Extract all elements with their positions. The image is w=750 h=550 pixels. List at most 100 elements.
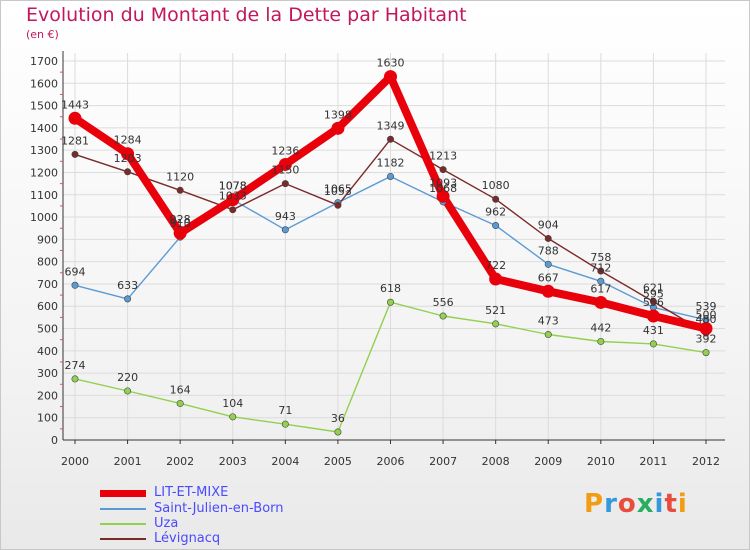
y-tick-label: 1200 — [30, 166, 58, 179]
x-tick-label: 2002 — [166, 455, 194, 468]
y-tick-label: 0 — [51, 434, 58, 447]
logo-letter: P — [584, 489, 605, 519]
y-tick-label: 900 — [37, 233, 58, 246]
data-point-2 — [492, 320, 500, 328]
data-point-3 — [334, 201, 342, 209]
data-label: 943 — [275, 210, 296, 223]
data-label: 1065 — [324, 183, 352, 196]
data-label: 1053 — [324, 185, 352, 198]
data-point-3 — [439, 166, 447, 174]
y-tick-label: 1500 — [30, 100, 58, 113]
data-label: 1093 — [429, 176, 457, 189]
data-point-3 — [281, 180, 289, 188]
data-point-1 — [124, 295, 132, 303]
data-point-3 — [386, 135, 394, 143]
data-point-1 — [492, 222, 500, 230]
grid — [63, 53, 725, 441]
data-label: 1281 — [61, 134, 89, 147]
data-label: 220 — [117, 371, 138, 384]
data-point-2 — [544, 331, 552, 339]
axes: 0 100 200 300 400 500 600 700 800 900 1000 1100 1200… — [30, 51, 725, 468]
y-tick-label: 1300 — [30, 144, 58, 157]
data-label: 1182 — [377, 156, 405, 169]
data-label: 617 — [590, 282, 611, 295]
data-label: 1120 — [166, 170, 194, 183]
legend-label: Saint-Julien-en-Born — [154, 501, 284, 516]
data-label: 500 — [696, 309, 717, 322]
data-point-3 — [124, 168, 132, 176]
data-label: 392 — [696, 333, 717, 346]
data-label: 694 — [65, 265, 86, 278]
data-point-0 — [699, 322, 713, 336]
proxiti-logo: Proxiti — [584, 489, 688, 519]
data-point-3 — [492, 195, 500, 203]
data-point-2 — [702, 349, 710, 357]
data-point-0 — [173, 226, 187, 240]
data-label: 1284 — [114, 134, 142, 147]
data-point-2 — [229, 413, 237, 421]
data-label: 274 — [65, 359, 86, 372]
legend-swatch — [100, 538, 146, 540]
data-point-1 — [386, 172, 394, 180]
x-tick-label: 2010 — [587, 455, 615, 468]
data-label: 1236 — [271, 144, 299, 157]
legend-item-saint-julien-en-born: Saint-Julien-en-Born — [100, 502, 284, 516]
data-label: 556 — [643, 296, 664, 309]
x-tick-label: 2009 — [534, 455, 562, 468]
data-point-2 — [597, 337, 605, 345]
data-label: 722 — [485, 259, 506, 272]
data-label: 904 — [538, 218, 559, 231]
y-tick-label: 1400 — [30, 122, 58, 135]
data-label: 962 — [485, 206, 506, 219]
data-point-3 — [544, 234, 552, 242]
x-tick-label: 2007 — [429, 455, 457, 468]
data-label: 1150 — [271, 164, 299, 177]
data-point-3 — [71, 150, 79, 158]
data-label: 71 — [278, 404, 292, 417]
data-label: 758 — [590, 251, 611, 264]
data-label: 36 — [331, 412, 345, 425]
data-point-0 — [331, 121, 345, 135]
data-label: 788 — [538, 244, 559, 257]
y-tick-label: 600 — [37, 300, 58, 313]
data-point-0 — [278, 157, 292, 171]
data-point-2 — [439, 312, 447, 320]
data-label: 667 — [538, 271, 559, 284]
chart-title: Evolution du Montant de la Dette par Hab… — [26, 4, 467, 26]
data-label: 431 — [643, 324, 664, 337]
logo-letter: r — [604, 489, 618, 519]
chart-unit: (en €) — [26, 28, 59, 41]
legend-item-lit-et-mixe: LIT-ET-MIXE — [100, 486, 228, 500]
data-label: 595 — [643, 287, 664, 300]
data-point-0 — [646, 309, 660, 323]
data-point-2 — [334, 428, 342, 436]
data-point-1 — [597, 277, 605, 285]
data-label: 539 — [696, 300, 717, 313]
legend-swatch — [100, 489, 146, 497]
data-point-3 — [176, 186, 184, 194]
data-point-1 — [281, 226, 289, 234]
series-points — [68, 70, 713, 436]
data-point-0 — [541, 284, 555, 298]
legend-swatch — [100, 523, 146, 525]
data-label: 712 — [590, 261, 611, 274]
data-label: 618 — [380, 282, 401, 295]
x-tick-label: 2008 — [482, 455, 510, 468]
y-tick-label: 1700 — [30, 55, 58, 68]
x-tick-label: 2005 — [324, 455, 352, 468]
logo-letter: x — [636, 489, 655, 519]
logo-letter: o — [617, 489, 637, 519]
data-label: 633 — [117, 279, 138, 292]
data-label: 1033 — [219, 190, 247, 203]
data-label: 1078 — [219, 180, 247, 193]
data-point-0 — [121, 147, 135, 161]
data-label: 1213 — [429, 150, 457, 163]
data-point-0 — [489, 272, 503, 286]
data-point-2 — [71, 375, 79, 383]
x-tick-label: 2003 — [219, 455, 247, 468]
data-point-3 — [597, 267, 605, 275]
y-tick-label: 1600 — [30, 77, 58, 90]
data-point-0 — [68, 111, 82, 125]
data-point-2 — [386, 298, 394, 306]
x-tick-label: 2011 — [639, 455, 667, 468]
